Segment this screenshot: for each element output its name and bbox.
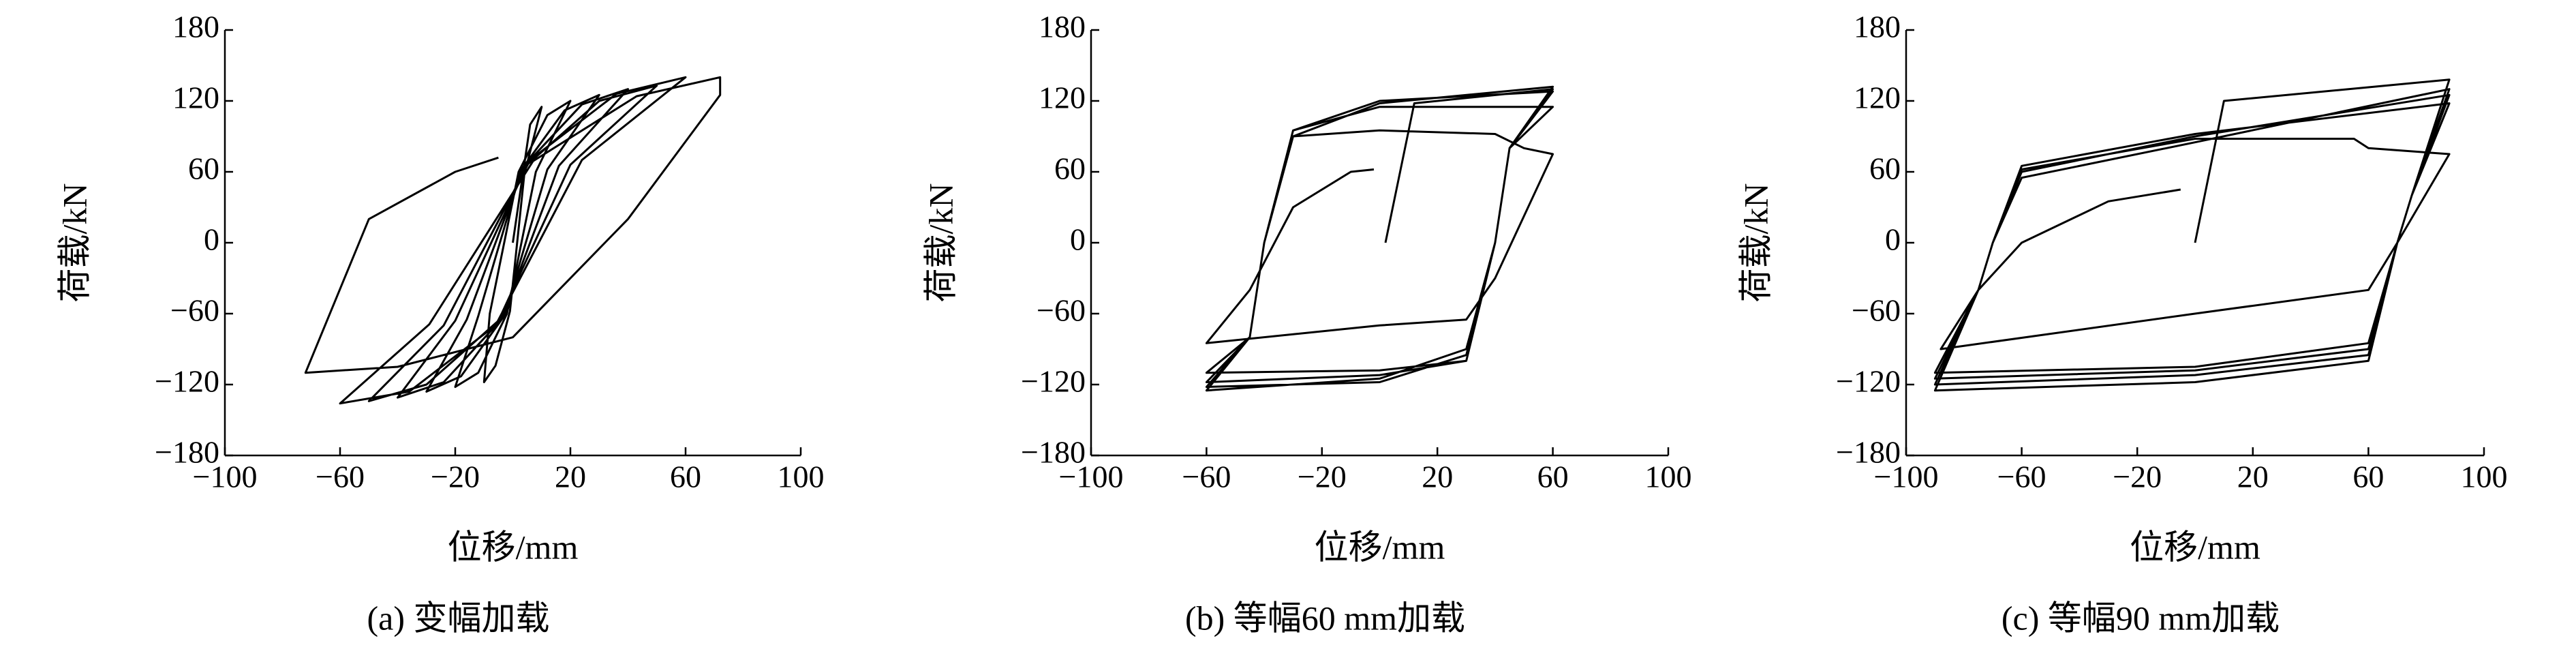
x-tick-label: 60 (2352, 460, 2384, 494)
y-tick-label: −180 (155, 435, 219, 470)
x-axis-title: 位移/mm (448, 528, 579, 566)
y-tick-label: 60 (188, 151, 219, 186)
x-axis-title: 位移/mm (2130, 528, 2260, 566)
y-tick-label: 120 (172, 80, 219, 115)
y-tick-label: −120 (1836, 364, 1901, 399)
y-tick-label: −60 (170, 293, 219, 328)
y-tick-label: 0 (204, 222, 219, 257)
y-tick-label: 180 (1854, 10, 1901, 44)
y-tick-label: 60 (1869, 151, 1901, 186)
chart-caption: (a) 变幅加载 (367, 599, 550, 637)
y-tick-label: 60 (1054, 151, 1086, 186)
y-tick-label: 0 (1070, 222, 1086, 257)
y-tick-label: 0 (1885, 222, 1901, 257)
x-axis-title: 位移/mm (1315, 528, 1445, 566)
x-tick-label: −60 (1997, 460, 2046, 494)
y-tick-label: −180 (1836, 435, 1901, 470)
y-tick-label: −60 (1037, 293, 1086, 328)
y-axis-title: 荷载/kN (921, 183, 960, 303)
y-tick-label: −180 (1021, 435, 1086, 470)
x-tick-label: −100 (193, 460, 258, 494)
y-tick-label: 120 (1854, 80, 1901, 115)
y-tick-label: 180 (172, 10, 219, 44)
y-tick-label: −120 (1021, 364, 1086, 399)
y-tick-label: 120 (1039, 80, 1086, 115)
x-tick-label: −20 (2113, 460, 2162, 494)
x-tick-label: 100 (2461, 460, 2508, 494)
hysteresis-curve (304, 76, 722, 405)
y-tick-label: −120 (155, 364, 219, 399)
x-tick-label: −100 (1874, 460, 1939, 494)
x-tick-label: 60 (670, 460, 701, 494)
x-tick-label: −60 (316, 460, 365, 494)
chart-caption: (c) 等幅90 mm加载 (2002, 599, 2280, 637)
x-tick-label: 20 (2237, 460, 2269, 494)
chart-caption: (b) 等幅60 mm加载 (1185, 599, 1465, 637)
x-tick-label: 60 (1537, 460, 1569, 494)
y-tick-label: −60 (1852, 293, 1901, 328)
y-axis-title: 荷载/kN (1736, 183, 1775, 303)
x-tick-label: −100 (1059, 460, 1124, 494)
y-tick-label: 180 (1039, 10, 1086, 44)
x-tick-label: 100 (1645, 460, 1692, 494)
x-tick-label: −20 (431, 460, 480, 494)
hysteresis-curve (1205, 85, 1554, 392)
x-tick-label: 100 (778, 460, 825, 494)
hysteresis-curve (1933, 78, 2451, 392)
x-tick-label: 20 (1422, 460, 1453, 494)
x-tick-label: −60 (1182, 460, 1231, 494)
y-axis-title: 荷载/kN (55, 183, 93, 303)
x-tick-label: 20 (555, 460, 586, 494)
x-tick-label: −20 (1298, 460, 1347, 494)
